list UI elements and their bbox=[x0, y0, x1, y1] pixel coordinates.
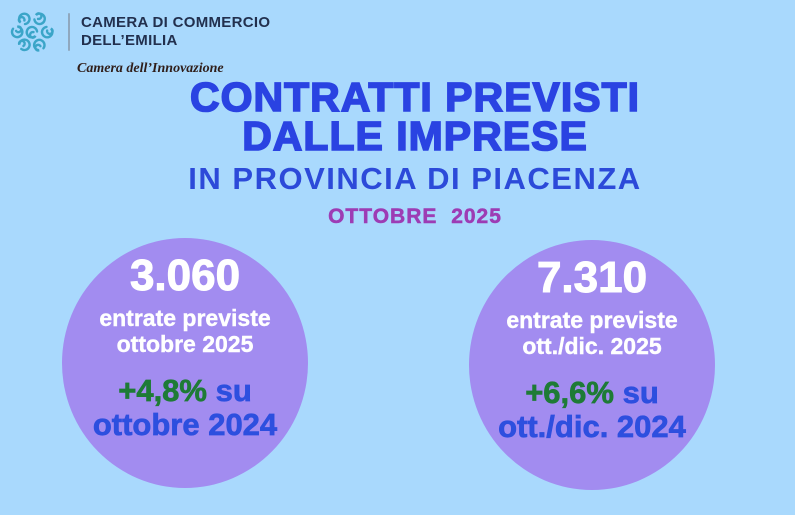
change-connector: su bbox=[613, 375, 659, 410]
page-title-line2: DALLE IMPRESE bbox=[241, 113, 588, 159]
org-name-line2: DELL’EMILIA bbox=[81, 32, 178, 49]
change-period: ott./dic. 2024 bbox=[498, 409, 686, 444]
stat-value: 3.060 bbox=[129, 251, 241, 300]
page-title-line1: CONTRATTI PREVISTI bbox=[189, 74, 641, 120]
stat-label-line1: entrate previste bbox=[99, 305, 271, 331]
title-block: CONTRATTI PREVISTI DALLE IMPRESE IN PROV… bbox=[35, 74, 795, 229]
stat-label-line2: ottobre 2025 bbox=[116, 331, 254, 357]
stat-change: +6,6% su ott./dic. 2024 bbox=[498, 375, 686, 444]
tagline: Camera dell’Innovazione bbox=[77, 61, 224, 76]
period-label: OTTOBRE 2025 bbox=[328, 205, 502, 229]
change-value: +4,8% bbox=[118, 373, 207, 408]
page-subtitle: IN PROVINCIA DI PIACENZA bbox=[188, 161, 642, 196]
org-name: CAMERA DI COMMERCIO DELL’EMILIA bbox=[81, 14, 270, 50]
brand-header: CAMERA DI COMMERCIO DELL’EMILIA bbox=[7, 7, 270, 57]
stat-change: +4,8% su ottobre 2024 bbox=[92, 373, 278, 442]
stat-circle-oct-dec: 7.310 entrate previste ott./dic. 2025 +6… bbox=[469, 240, 715, 490]
change-value: +6,6% bbox=[525, 375, 614, 410]
stat-label: entrate previste ottobre 2025 bbox=[99, 305, 271, 357]
stat-circle-october: 3.060 entrate previste ottobre 2025 +4,8… bbox=[62, 238, 308, 488]
change-connector: su bbox=[206, 373, 252, 408]
brand-divider bbox=[68, 13, 70, 51]
change-period: ottobre 2024 bbox=[92, 407, 278, 442]
stat-label-line2: ott./dic. 2025 bbox=[522, 333, 662, 359]
stat-label-line1: entrate previste bbox=[506, 307, 678, 333]
org-name-line1: CAMERA DI COMMERCIO bbox=[81, 14, 271, 31]
chamber-swirl-logo-icon bbox=[9, 11, 55, 53]
stat-value: 7.310 bbox=[536, 253, 648, 302]
stat-label: entrate previste ott./dic. 2025 bbox=[506, 307, 678, 359]
